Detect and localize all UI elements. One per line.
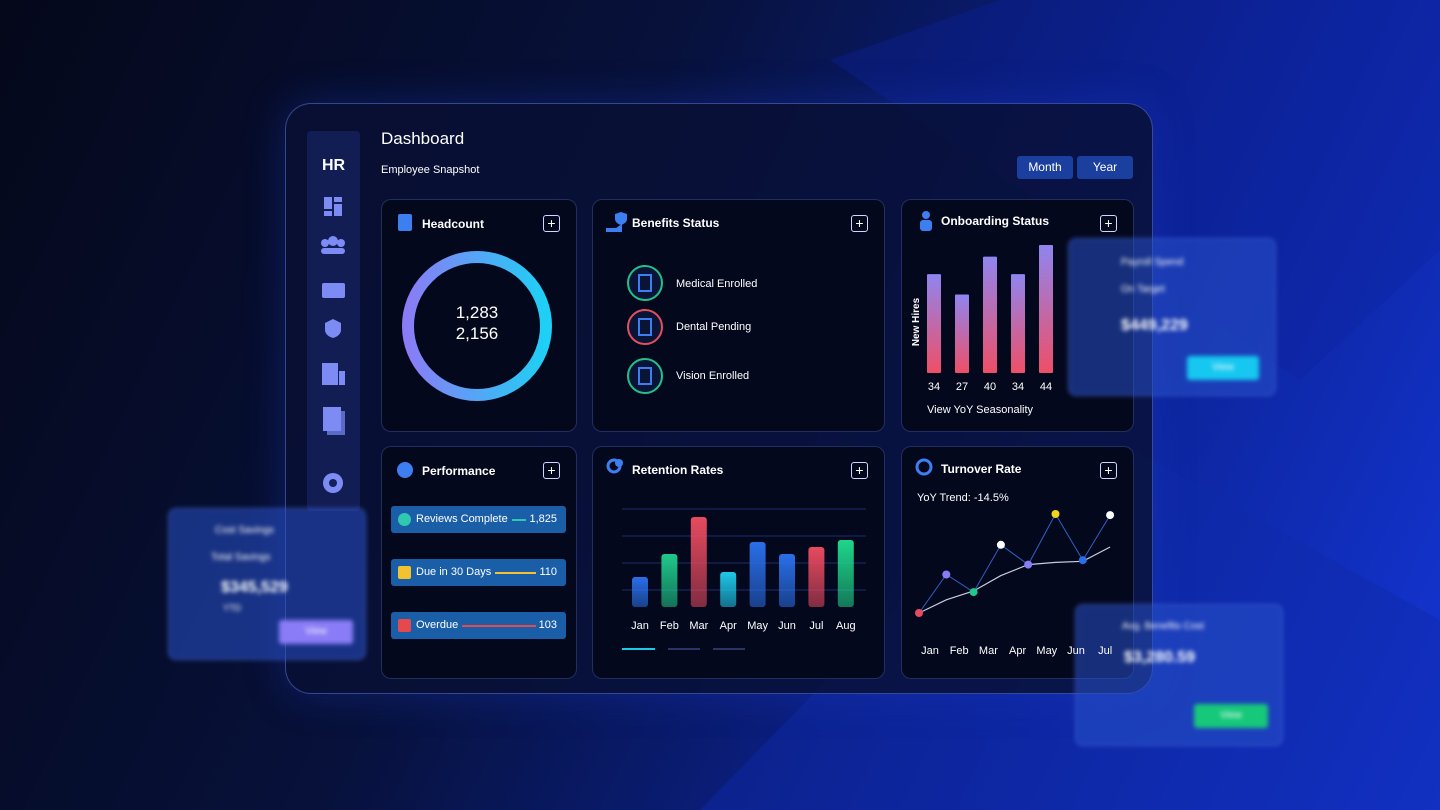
performance-row: Due in 30 Days 110: [391, 559, 566, 586]
logo: HR: [321, 157, 346, 174]
float-card: Avg. Benefits Cost $3,280.59 View: [1075, 604, 1283, 746]
card-title: Onboarding Status: [941, 214, 1049, 228]
float-title: Avg. Benefits Cost: [1122, 621, 1205, 632]
benefits-card: [592, 199, 885, 432]
add-button[interactable]: +: [543, 215, 560, 232]
float-title: Cost Savings: [215, 525, 274, 536]
benefit-item: Vision Enrolled: [676, 370, 750, 382]
add-button[interactable]: +: [851, 215, 868, 232]
float-button[interactable]: View: [1187, 356, 1259, 380]
row-line: [495, 572, 536, 574]
row-value: 1,825: [529, 513, 557, 525]
add-button[interactable]: +: [851, 462, 868, 479]
headcount-values: 1,283 2,156: [417, 302, 537, 344]
onboarding-footer[interactable]: View YoY Seasonality: [927, 404, 1034, 416]
float-status: Total Savings: [211, 552, 271, 563]
float-button[interactable]: View: [1194, 704, 1268, 728]
benefit-item: Medical Enrolled: [676, 278, 758, 290]
card-title: Turnover Rate: [941, 462, 1022, 476]
add-button[interactable]: +: [543, 462, 560, 479]
add-button[interactable]: +: [1100, 215, 1117, 232]
row-icon: [398, 566, 411, 579]
row-icon: [398, 513, 411, 526]
row-label: Reviews Complete: [416, 513, 508, 525]
benefit-item: Dental Pending: [676, 321, 752, 333]
tab-month[interactable]: Month: [1017, 156, 1073, 179]
tab-year[interactable]: Year: [1077, 156, 1133, 179]
float-button[interactable]: View: [279, 620, 353, 644]
row-label: Due in 30 Days: [416, 566, 492, 578]
float-note: YTD: [223, 603, 241, 613]
card-title: Benefits Status: [632, 216, 720, 230]
performance-row: Reviews Complete 1,825: [391, 506, 566, 533]
float-value: $345,529: [221, 579, 288, 596]
float-value: $3,280.59: [1124, 649, 1196, 666]
row-icon: [398, 619, 411, 632]
row-line: [512, 519, 526, 521]
turnover-subtitle: YoY Trend: -14.5%: [917, 492, 1009, 504]
float-card: Cost Savings Total Savings $345,529 YTD …: [168, 508, 366, 660]
card-title: Headcount: [422, 217, 485, 231]
performance-row: Overdue 103: [391, 612, 566, 639]
nav-icons: [321, 197, 345, 493]
headcount-value: 1,283: [455, 303, 499, 322]
row-value: 103: [538, 619, 557, 631]
add-button[interactable]: +: [1100, 462, 1117, 479]
float-title: Payroll Spend: [1121, 257, 1184, 268]
float-value: $449,229: [1121, 317, 1188, 334]
page-title: Dashboard: [381, 129, 465, 148]
headcount-value: 2,156: [455, 324, 499, 343]
card-title: Performance: [422, 464, 496, 478]
row-label: Overdue: [416, 619, 459, 631]
float-status: On Target: [1121, 284, 1165, 295]
page-subtitle: Employee Snapshot: [381, 164, 480, 176]
sidebar: HR: [307, 131, 360, 511]
retention-card: [592, 446, 885, 679]
card-title: Retention Rates: [632, 463, 724, 477]
row-value: 110: [539, 566, 557, 578]
float-card: Payroll Spend On Target $449,229 View: [1068, 238, 1276, 396]
row-line: [462, 625, 536, 627]
